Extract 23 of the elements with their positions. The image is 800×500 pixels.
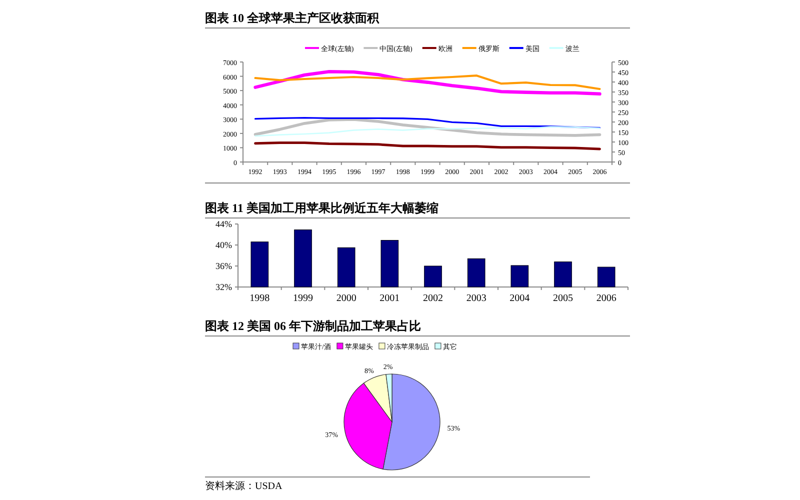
line-series xyxy=(254,142,601,150)
x-tick-label: 1999 xyxy=(293,293,313,304)
y-tick-label: 32% xyxy=(216,282,232,292)
x-tick-label: 2003 xyxy=(466,293,486,304)
x-tick-label: 2005 xyxy=(553,293,573,304)
line-series xyxy=(254,70,602,96)
text: 资料来源：USDA xyxy=(205,480,284,492)
x-tick-label: 1998 xyxy=(250,293,270,304)
x-tick-label: 2002 xyxy=(423,293,443,304)
line-series xyxy=(254,118,602,137)
chart-title: 图表 10 全球苹果主产区收获面积 xyxy=(205,11,380,25)
x-tick-label: 2000 xyxy=(336,293,356,304)
y-tick-label: 36% xyxy=(216,261,232,271)
x-tick-label: 2006 xyxy=(596,293,616,304)
line-series xyxy=(254,74,601,90)
chart-title: 图表 11 美国加工用苹果比例近五年大幅萎缩 xyxy=(205,201,438,215)
y-tick-label: 40% xyxy=(216,240,232,250)
x-tick-label: 2001 xyxy=(380,293,400,304)
line-series xyxy=(254,126,600,137)
y-tick-label: 44% xyxy=(216,219,232,229)
chart-title: 图表 12 美国 06 年下游制品加工苹果占比 xyxy=(205,319,421,333)
x-tick-label: 2004 xyxy=(510,293,530,304)
line-series xyxy=(254,116,601,129)
